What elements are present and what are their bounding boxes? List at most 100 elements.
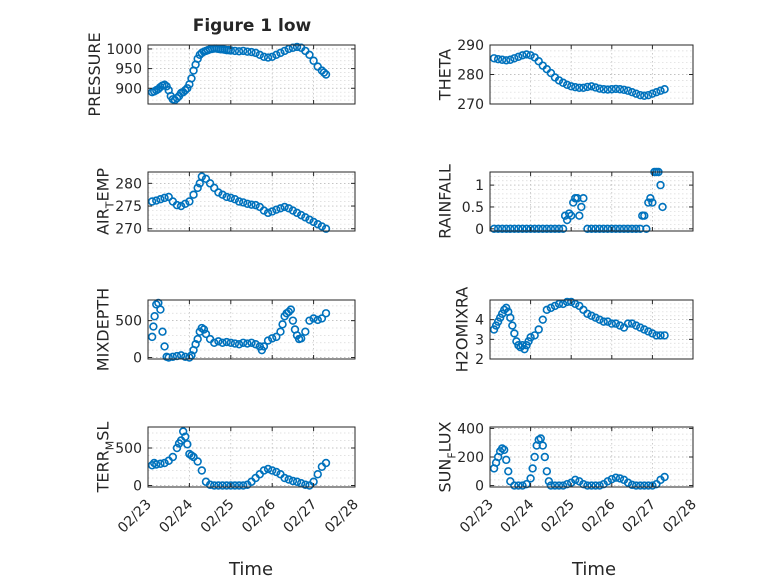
- data-point: [558, 481, 568, 490]
- data-point: [156, 305, 165, 314]
- data-point: [518, 481, 527, 490]
- data-point: [247, 338, 256, 347]
- subplot-sun-flux: 0 200 400 02/23 02/24 02/25 02/26 02/27 02/28 SUN…: [436, 421, 700, 536]
- data-point: [518, 224, 527, 234]
- data-point: [656, 86, 665, 95]
- data-point: [201, 174, 211, 184]
- data-point: [191, 340, 200, 349]
- y-tick-label: 0: [475, 222, 484, 238]
- data-point: [587, 481, 596, 490]
- data-point: [528, 464, 537, 473]
- data-point: [603, 477, 612, 486]
- data-point: [164, 192, 173, 202]
- axis-frame: [489, 171, 694, 232]
- data-point: [611, 473, 621, 482]
- data-point: [640, 91, 649, 100]
- data-point: [542, 467, 552, 476]
- data-point: [185, 197, 194, 206]
- data-point: [214, 337, 223, 346]
- data-point: [623, 86, 633, 95]
- data-point: [288, 316, 298, 325]
- axis-frame: [489, 299, 694, 360]
- data-point: [263, 208, 273, 218]
- data-point: [489, 54, 499, 63]
- x-tick-label: 02/26: [579, 496, 619, 536]
- data-point: [530, 452, 539, 462]
- data-point: [313, 315, 322, 325]
- data-point: [536, 434, 545, 443]
- data-point: [210, 338, 219, 347]
- data-point: [644, 90, 653, 100]
- data-point: [259, 52, 269, 61]
- data-point: [554, 481, 564, 490]
- data-point: [577, 202, 586, 212]
- data-point: [627, 480, 637, 490]
- data-point: [313, 470, 322, 479]
- data-point: [627, 87, 637, 97]
- data-point: [607, 474, 616, 484]
- data-point: [259, 206, 269, 215]
- data-point: [579, 194, 588, 203]
- y-tick-label: 280: [457, 68, 484, 84]
- data-point: [575, 211, 584, 220]
- data-point: [172, 93, 182, 103]
- data-point: [214, 188, 223, 197]
- data-point: [284, 44, 293, 54]
- x-tick-label: 02/26: [239, 496, 279, 536]
- axis-frame: [147, 426, 356, 488]
- data-point: [150, 312, 159, 321]
- data-point: [591, 313, 600, 322]
- x-tick-label: 02/24: [156, 496, 196, 536]
- data-point: [631, 321, 641, 330]
- data-point: [205, 179, 215, 188]
- data-point: [652, 331, 661, 340]
- data-point: [284, 475, 293, 484]
- data-point: [514, 341, 523, 350]
- data-point: [251, 340, 260, 349]
- data-point: [309, 314, 318, 323]
- data-point: [579, 83, 588, 92]
- data-point: [660, 472, 669, 482]
- data-point: [599, 317, 608, 326]
- data-point: [317, 222, 327, 231]
- data-point: [222, 337, 231, 347]
- data-point: [164, 353, 173, 362]
- data-point: [571, 475, 580, 485]
- data-point: [243, 339, 252, 348]
- data-point: [514, 481, 523, 490]
- data-point: [500, 305, 509, 315]
- data-point: [566, 211, 576, 220]
- data-point: [263, 464, 273, 474]
- data-point: [187, 74, 196, 83]
- y-axis-label: H2OMIXRA: [453, 287, 472, 373]
- data-point: [305, 316, 314, 325]
- data-point: [160, 458, 169, 468]
- data-point: [168, 452, 178, 462]
- data-point: [321, 224, 331, 233]
- data-point: [631, 224, 641, 234]
- data-point: [493, 224, 503, 234]
- data-point: [583, 224, 592, 234]
- data-point: [152, 196, 161, 205]
- data-point: [218, 481, 227, 490]
- data-point: [603, 224, 612, 234]
- data-point: [296, 210, 306, 220]
- data-point: [149, 322, 158, 331]
- data-point: [493, 54, 503, 64]
- x-tick-label: 02/28: [322, 497, 362, 537]
- data-point: [526, 51, 535, 60]
- data-point: [321, 309, 331, 318]
- data-point: [193, 334, 202, 344]
- data-point: [642, 224, 651, 234]
- data-point: [243, 47, 252, 56]
- data-point: [259, 342, 269, 351]
- x-axis-label-left: Time: [228, 559, 273, 580]
- data-point: [280, 46, 289, 56]
- data-point: [530, 224, 539, 234]
- data-point: [263, 53, 273, 62]
- data-point: [230, 46, 240, 56]
- data-point: [193, 183, 202, 193]
- y-tick-label: 900: [115, 81, 142, 97]
